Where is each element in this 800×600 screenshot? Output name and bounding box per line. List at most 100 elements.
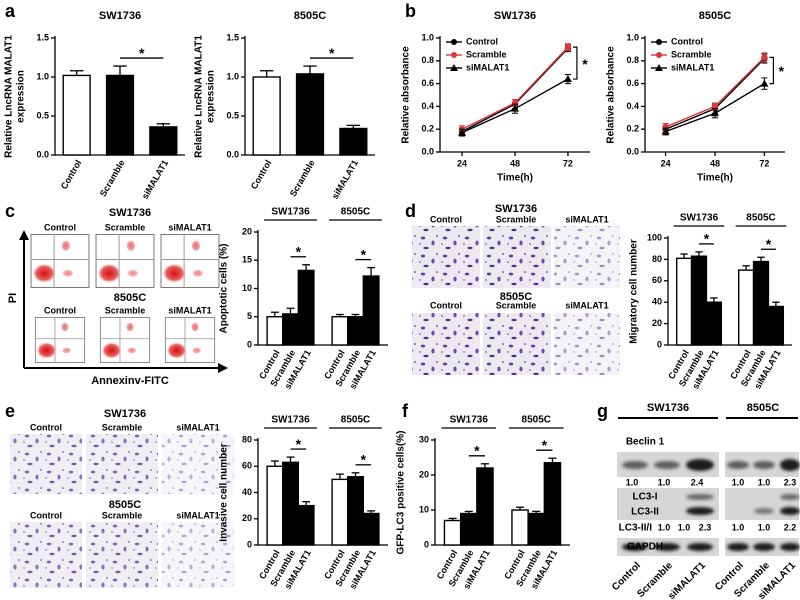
ratio: 2.3 [784, 477, 797, 487]
bar [752, 260, 770, 346]
significance: * [704, 231, 710, 247]
y-tick-label: 0.6 [421, 78, 434, 88]
ratio: 2.3 [699, 522, 712, 532]
condition: Scramble [102, 422, 143, 432]
marker [564, 43, 572, 51]
band [753, 543, 775, 551]
condition: Control [30, 422, 62, 432]
x-tick-label: 72 [759, 158, 769, 168]
y-tick-label: 1.0 [421, 32, 434, 42]
y-tick-label: 20 [652, 318, 662, 328]
y-tick-label: 10 [419, 504, 429, 514]
significance: * [361, 246, 367, 262]
bar [331, 316, 349, 346]
significance: * [474, 443, 480, 459]
bar [331, 478, 349, 546]
y-tick-label: 1.0 [626, 32, 639, 42]
ratio: 1.0 [626, 477, 639, 487]
condition: Scramble [105, 222, 146, 232]
micrograph [86, 434, 158, 494]
bar [149, 126, 178, 156]
y-tick-label: 40 [652, 297, 662, 307]
panel-letter: e [5, 401, 15, 421]
bar [282, 461, 300, 546]
panel-letters: a b c d e f g [5, 1, 608, 421]
condition: Scramble [105, 305, 146, 315]
micrograph [162, 434, 234, 494]
condition: Scramble [102, 510, 143, 520]
y-tick-label: 0.8 [626, 55, 639, 65]
row-label: GAPDH [627, 542, 663, 553]
band [686, 494, 714, 500]
y-tick-label: 15 [242, 255, 252, 265]
bar [767, 305, 785, 346]
group-label: SW1736 [680, 213, 719, 224]
y-tick-label: 5 [247, 311, 252, 321]
panel-letter: c [5, 201, 15, 221]
panel-letter: f [402, 401, 409, 421]
ratio: 1.0 [758, 477, 771, 487]
x-axis-label: Time(h) [497, 173, 533, 184]
bar [62, 74, 91, 156]
y-tick-label: 0.4 [421, 101, 434, 111]
group-label: 8505C [341, 207, 370, 218]
y-tick-label: 1.5 [226, 32, 239, 42]
bar [297, 269, 315, 346]
band [780, 494, 800, 500]
y-tick-label: 0 [247, 339, 252, 349]
micrograph [10, 434, 82, 494]
significance: * [329, 45, 335, 61]
bar [295, 73, 325, 156]
band [686, 507, 714, 515]
condition: Control [430, 214, 462, 224]
ratio: 1.0 [658, 477, 671, 487]
band [754, 508, 774, 514]
y-tick-label: 0.0 [226, 149, 239, 159]
group-label: 8505C [341, 415, 370, 426]
bar [362, 275, 380, 346]
y-tick-label: 1.5 [36, 32, 49, 42]
band [654, 543, 680, 551]
y-tick-label: 60 [242, 461, 252, 471]
legend-label: Control [466, 36, 498, 46]
y-tick-label: 0.2 [626, 124, 639, 134]
bar [675, 257, 693, 346]
cell-line: SW1736 [104, 408, 146, 420]
flow-plot [160, 234, 220, 288]
legend-label: siMALAT1 [466, 62, 509, 72]
micrograph [86, 522, 158, 588]
y-tick-label: 0.0 [36, 149, 49, 159]
bar [476, 467, 494, 546]
x-tick-label: 24 [457, 158, 467, 168]
condition: Scramble [496, 214, 537, 224]
y-tick-label: 0.2 [421, 124, 434, 134]
bar [459, 512, 478, 546]
band [622, 543, 648, 551]
band [780, 459, 800, 471]
y-tick-label: 80 [652, 254, 662, 264]
band [727, 543, 749, 551]
band [687, 543, 713, 551]
x-tick-label: 48 [710, 158, 720, 168]
flow-plot [164, 317, 216, 363]
flow-panel: SW1736 Control Scramble siMALAT1 8505C C… [7, 207, 228, 387]
condition: siMALAT1 [168, 305, 211, 315]
group-label: SW1736 [450, 415, 489, 426]
bands [622, 459, 800, 551]
x-tick-label: Control [59, 158, 84, 191]
condition: siMALAT1 [168, 222, 211, 232]
y-axis-label: Apoptotic cells (%) [219, 243, 230, 333]
y-tick-label: 0.0 [421, 146, 434, 156]
arrow-head [19, 230, 29, 240]
cell-line: 8505C [747, 402, 779, 414]
bar [443, 519, 462, 546]
cell-line: 8505C [114, 292, 146, 304]
row-label: Beclin 1 [626, 437, 665, 448]
band [654, 461, 680, 469]
ratio: 1.0 [732, 522, 745, 532]
micrograph [162, 522, 234, 588]
marker [458, 128, 467, 136]
ratio: 2.2 [784, 522, 797, 532]
y-tick-label: 20 [419, 469, 429, 479]
chart-title: 8505C [699, 10, 731, 22]
